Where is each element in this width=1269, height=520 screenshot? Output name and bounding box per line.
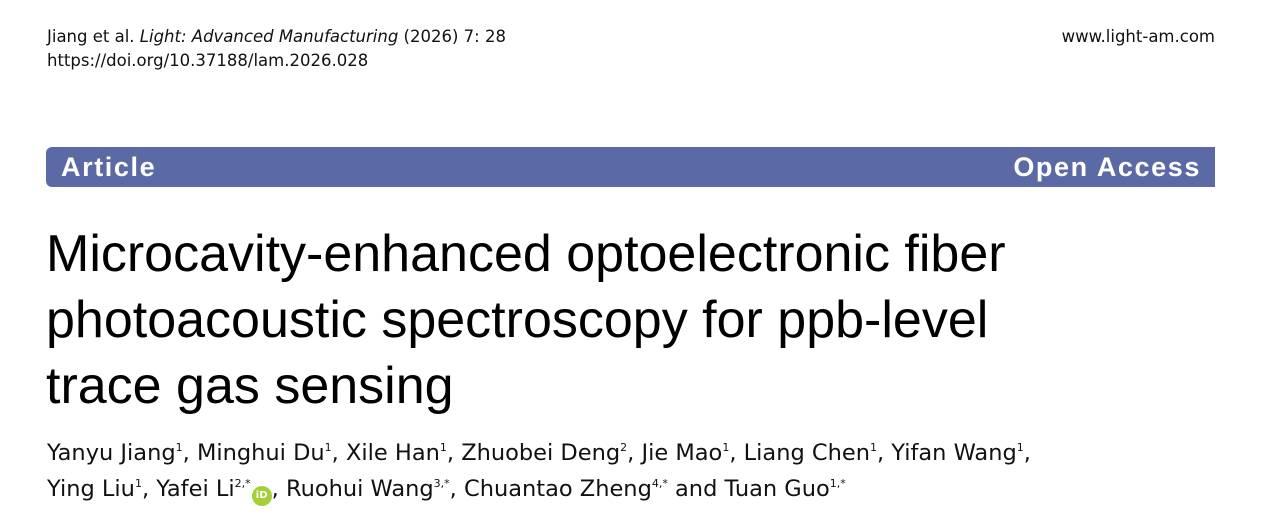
author-affiliation: 1 bbox=[1016, 441, 1024, 454]
author-list: Yanyu Jiang1, Minghui Du1, Xile Han1, Zh… bbox=[47, 435, 1247, 507]
article-banner: Article Open Access bbox=[46, 147, 1215, 187]
author-affiliation: 1 bbox=[722, 441, 730, 454]
citation-block: Jiang et al. Light: Advanced Manufacturi… bbox=[47, 25, 506, 73]
author-affiliation: 1 bbox=[869, 441, 877, 454]
author-affiliation: 1,* bbox=[829, 477, 846, 490]
author-name[interactable]: Yifan Wang bbox=[891, 440, 1017, 466]
author-affiliation: 1 bbox=[439, 441, 447, 454]
article-title: Microcavity-enhanced optoelectronic fibe… bbox=[46, 221, 1226, 419]
author-affiliation: 2,* bbox=[234, 477, 251, 490]
author-affiliation: 1 bbox=[134, 477, 142, 490]
author-name[interactable]: Yanyu Jiang bbox=[47, 440, 176, 466]
title-line-1: Microcavity-enhanced optoelectronic fibe… bbox=[46, 225, 1006, 283]
author-name[interactable]: Jie Mao bbox=[641, 440, 723, 466]
citation-line: Jiang et al. Light: Advanced Manufacturi… bbox=[47, 25, 506, 49]
author-line-1: Yanyu Jiang1, Minghui Du1, Xile Han1, Zh… bbox=[47, 440, 1031, 466]
author-name[interactable]: Liang Chen bbox=[743, 440, 870, 466]
title-line-2: photoacoustic spectroscopy for ppb-level bbox=[46, 291, 989, 349]
author-name[interactable]: Ruohui Wang bbox=[285, 476, 434, 502]
author-affiliation: 1 bbox=[324, 441, 332, 454]
author-name[interactable]: Ying Liu bbox=[47, 476, 135, 502]
author-name[interactable]: Minghui Du bbox=[196, 440, 325, 466]
author-affiliation: 2 bbox=[620, 441, 628, 454]
author-affiliation: 4,* bbox=[651, 477, 668, 490]
author-name[interactable]: Yafei Li bbox=[156, 476, 235, 502]
author-line-2: Ying Liu1, Yafei Li2,*iD, Ruohui Wang3,*… bbox=[47, 471, 1247, 507]
year-volume: (2026) 7: 28 bbox=[403, 27, 506, 46]
author-affiliation: 3,* bbox=[433, 477, 450, 490]
author-name[interactable]: Xile Han bbox=[345, 440, 440, 466]
article-type-label: Article bbox=[61, 151, 157, 182]
title-line-3: trace gas sensing bbox=[46, 357, 454, 415]
orcid-icon[interactable]: iD bbox=[251, 486, 272, 506]
author-name[interactable]: Zhuobei Deng bbox=[461, 440, 621, 466]
author-affiliation: 1 bbox=[175, 441, 183, 454]
open-access-label: Open Access bbox=[1013, 151, 1201, 182]
doi-link[interactable]: https://doi.org/10.37188/lam.2026.028 bbox=[47, 51, 369, 70]
citation-authors: Jiang et al. bbox=[47, 27, 135, 46]
website-link[interactable]: www.light-am.com bbox=[1061, 27, 1215, 46]
authors-conjunction: and bbox=[675, 476, 718, 502]
author-name[interactable]: Tuan Guo bbox=[724, 476, 830, 502]
journal-name: Light: Advanced Manufacturing bbox=[139, 27, 399, 46]
author-name[interactable]: Chuantao Zheng bbox=[463, 476, 652, 502]
